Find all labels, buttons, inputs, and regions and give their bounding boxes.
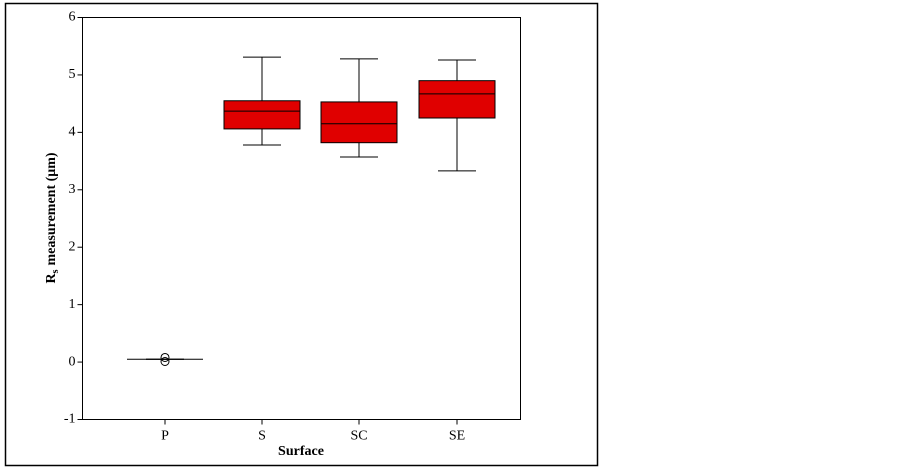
y-tick-label: 5: [69, 67, 76, 82]
x-tick-label: SC: [350, 429, 367, 444]
box: [418, 80, 496, 119]
box: [223, 100, 301, 130]
x-tick-label: SE: [449, 429, 465, 444]
y-tick-label: 2: [69, 239, 76, 254]
y-axis-title-base: R: [44, 273, 59, 284]
y-tick-label: -1: [64, 412, 76, 427]
y-tick-label: 1: [69, 297, 76, 312]
x-tick-label: S: [258, 429, 266, 444]
y-axis-title-text: measurement (μm): [44, 152, 59, 265]
y-axis-title-subscript: s: [50, 269, 61, 273]
x-tick-label: P: [161, 429, 169, 444]
frame: [4, 2, 599, 467]
plot-area: [82, 17, 521, 420]
y-tick-label: 4: [69, 125, 76, 140]
y-tick-label: 6: [69, 10, 76, 25]
outlier: [160, 356, 170, 366]
box: [320, 101, 398, 144]
y-axis-title: Rs measurement (μm): [44, 152, 61, 283]
y-tick-label: 3: [69, 182, 76, 197]
y-tick-label: 0: [69, 354, 76, 369]
outlier: [160, 352, 170, 362]
x-axis-title: Surface: [278, 444, 324, 459]
